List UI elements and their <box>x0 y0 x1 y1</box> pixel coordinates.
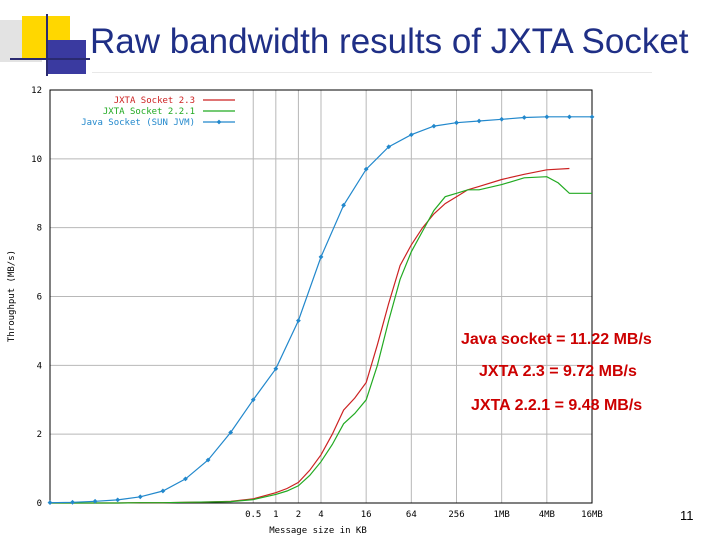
data-point <box>544 114 550 120</box>
annotation-jxta-2-2-1: JXTA 2.2.1 = 9.48 MB/s <box>471 397 643 414</box>
data-point <box>476 118 482 124</box>
y-tick-label: 10 <box>31 155 42 165</box>
slide-title: Raw bandwidth results of JXTA Socket <box>90 22 689 61</box>
y-tick-label: 4 <box>37 361 42 371</box>
data-point <box>228 430 234 435</box>
legend-label: JXTA Socket 2.3 <box>114 96 195 106</box>
series-line-2 <box>50 176 592 504</box>
x-tick-label: 4 <box>318 510 323 520</box>
data-point <box>115 497 121 503</box>
data-point <box>273 366 279 372</box>
x-tick-label: 0.5 <box>245 510 261 520</box>
legend-label: Java Socket (SUN JVM) <box>81 118 195 128</box>
y-tick-label: 2 <box>37 430 42 440</box>
legend-marker <box>216 119 222 125</box>
x-tick-label: 1 <box>273 510 278 520</box>
data-point <box>160 488 166 494</box>
data-point <box>318 254 324 260</box>
data-point <box>431 123 437 129</box>
title-divider <box>92 72 652 73</box>
data-point <box>408 132 414 138</box>
y-axis-label: Throughput (MB/s) <box>7 250 17 342</box>
data-point <box>341 202 346 208</box>
corner-blue-square <box>46 40 86 74</box>
x-tick-label: 4MB <box>539 510 555 520</box>
page-number: 11 <box>680 508 694 523</box>
annotation-java-socket: Java socket = 11.22 MB/s <box>461 331 652 348</box>
data-point <box>386 144 392 150</box>
x-tick-label: 256 <box>448 510 464 520</box>
data-point <box>92 498 98 504</box>
data-point <box>137 494 143 500</box>
plot-frame <box>49 89 593 504</box>
data-point <box>183 476 188 482</box>
y-tick-label: 0 <box>37 499 42 509</box>
data-point <box>521 115 527 120</box>
x-axis-label: Message size in KB <box>269 526 367 536</box>
y-tick-label: 12 <box>31 86 42 96</box>
x-tick-label: 64 <box>406 510 417 520</box>
y-tick-label: 6 <box>37 293 42 303</box>
data-point <box>454 120 459 126</box>
data-point <box>250 397 256 403</box>
series-layer <box>47 114 595 506</box>
data-point <box>70 499 75 505</box>
x-tick-label: 16MB <box>581 510 603 520</box>
grid-layer <box>50 90 593 503</box>
corner-vertical-rule <box>46 14 48 76</box>
y-tick-label: 8 <box>37 224 42 234</box>
data-point <box>567 114 572 120</box>
data-point <box>47 500 53 506</box>
data-point <box>363 166 369 172</box>
data-point <box>296 318 301 323</box>
data-point <box>499 116 505 122</box>
legend-label: JXTA Socket 2.2.1 <box>103 107 195 117</box>
annotation-jxta-2-3: JXTA 2.3 = 9.72 MB/s <box>479 363 637 380</box>
x-tick-label: 1MB <box>494 510 510 520</box>
data-point <box>589 114 595 120</box>
x-tick-label: 16 <box>361 510 372 520</box>
corner-horizontal-rule <box>10 58 90 60</box>
x-tick-label: 2 <box>296 510 301 520</box>
data-point <box>205 457 211 463</box>
